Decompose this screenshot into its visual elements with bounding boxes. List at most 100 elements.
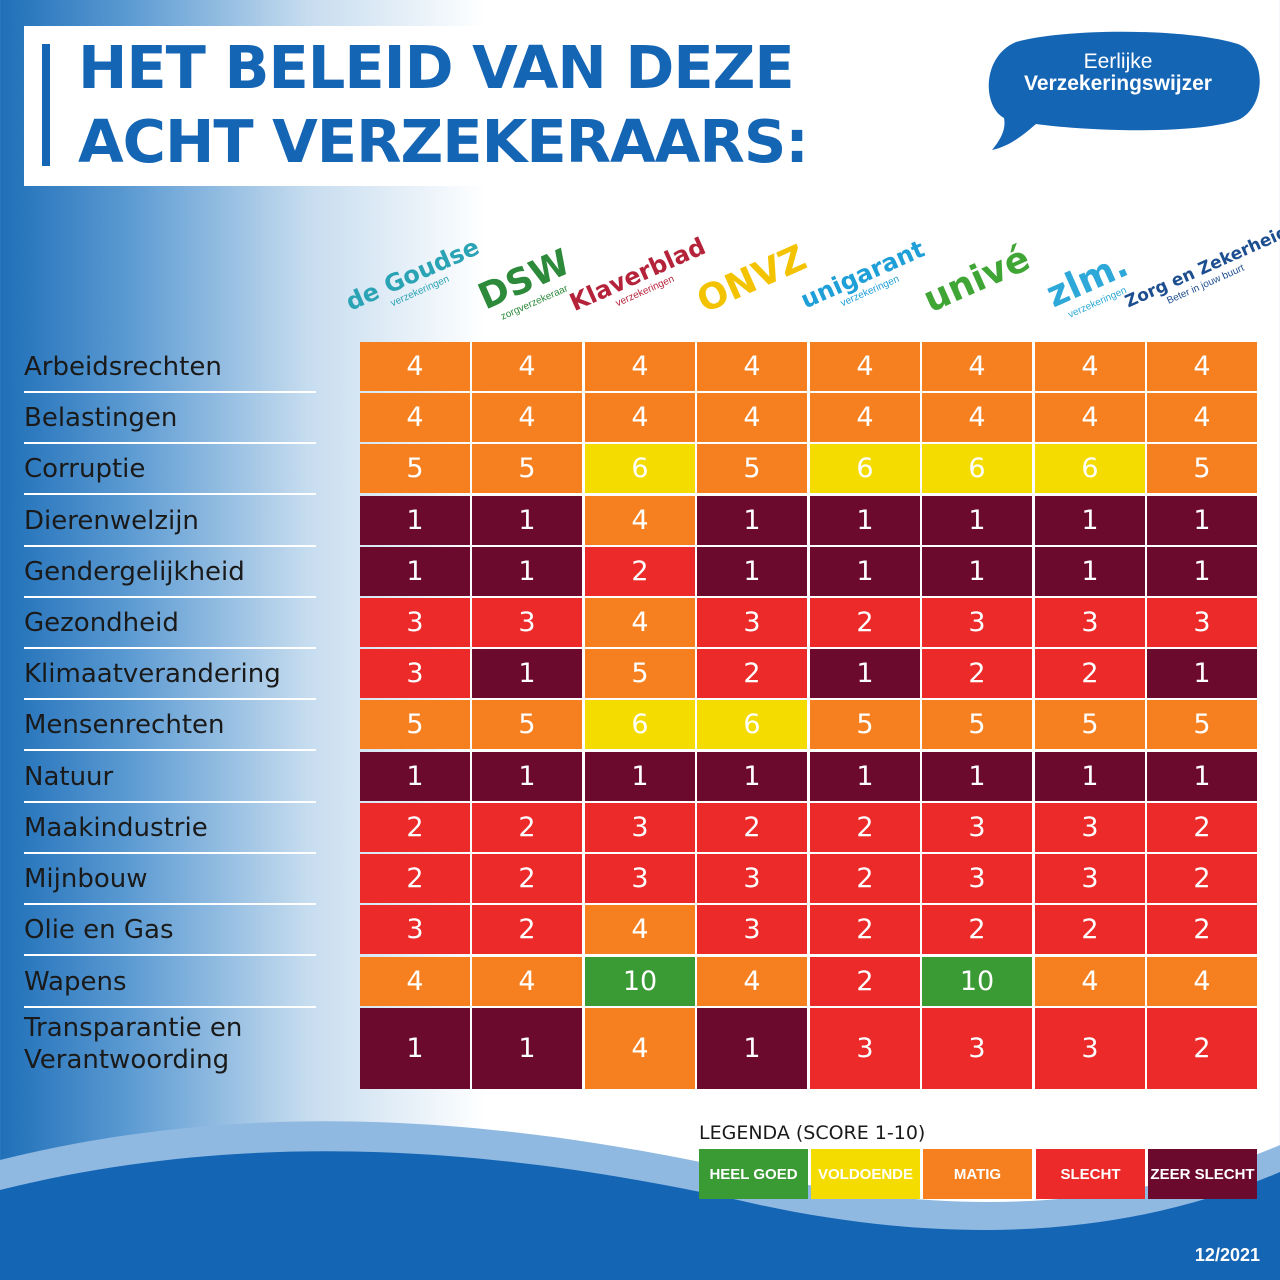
score-cell: 2 <box>922 905 1032 954</box>
score-cell: 3 <box>1147 598 1257 647</box>
row-separator <box>24 545 316 547</box>
score-cell: 4 <box>585 1008 695 1089</box>
score-cell: 1 <box>1147 496 1257 545</box>
score-cell: 1 <box>810 752 920 801</box>
score-cell: 3 <box>697 598 807 647</box>
score-cell: 1 <box>697 547 807 596</box>
score-cell: 6 <box>810 444 920 493</box>
row-label: Wapens <box>24 967 127 997</box>
legend-title: LEGENDA (SCORE 1-10) <box>699 1122 926 1144</box>
row-label: Arbeidsrechten <box>24 352 222 382</box>
brand-line-2: Verzekeringswijzer <box>1024 72 1212 95</box>
row-label: Natuur <box>24 762 114 792</box>
score-cell: 2 <box>810 957 920 1006</box>
row-label: Maakindustrie <box>24 813 208 843</box>
score-cell: 4 <box>1035 393 1145 442</box>
score-cell: 2 <box>810 803 920 852</box>
score-cell: 4 <box>360 342 470 391</box>
score-cell: 2 <box>472 854 582 903</box>
score-cell: 1 <box>360 1008 470 1089</box>
row-label: Transparantie en Verantwoording <box>24 1013 243 1075</box>
score-cell: 4 <box>810 342 920 391</box>
score-cell: 1 <box>810 649 920 698</box>
score-cell: 1 <box>472 649 582 698</box>
legend-item: ZEER SLECHT <box>1148 1149 1257 1199</box>
score-cell: 5 <box>1035 700 1145 749</box>
score-cell: 1 <box>472 1008 582 1089</box>
score-cell: 5 <box>472 444 582 493</box>
score-cell: 2 <box>810 598 920 647</box>
score-cell: 4 <box>1035 342 1145 391</box>
score-cell: 1 <box>360 496 470 545</box>
score-cell: 4 <box>585 496 695 545</box>
score-cell: 4 <box>1147 342 1257 391</box>
score-cell: 6 <box>585 444 695 493</box>
score-cell: 1 <box>697 752 807 801</box>
score-cell: 4 <box>585 905 695 954</box>
score-cell: 1 <box>472 752 582 801</box>
legend-item: HEEL GOED <box>699 1149 808 1199</box>
row-separator <box>24 1006 316 1008</box>
score-cell: 1 <box>472 496 582 545</box>
brand-line-1: Eerlijke <box>1083 50 1153 73</box>
score-cell: 3 <box>1035 854 1145 903</box>
score-cell: 1 <box>697 496 807 545</box>
row-label: Mijnbouw <box>24 864 148 894</box>
score-cell: 5 <box>922 700 1032 749</box>
score-cell: 4 <box>472 393 582 442</box>
score-cell: 5 <box>360 444 470 493</box>
score-cell: 3 <box>697 905 807 954</box>
score-cell: 5 <box>472 700 582 749</box>
title-box: HET BELEID VAN DEZE ACHT VERZEKERAARS: <box>24 26 809 186</box>
score-cell: 3 <box>585 854 695 903</box>
score-cell: 4 <box>585 393 695 442</box>
score-cell: 5 <box>1147 444 1257 493</box>
score-cell: 1 <box>1035 496 1145 545</box>
score-cell: 2 <box>1035 905 1145 954</box>
score-cell: 1 <box>1147 649 1257 698</box>
score-cell: 3 <box>1035 1008 1145 1089</box>
score-cell: 4 <box>585 342 695 391</box>
score-cell: 4 <box>922 393 1032 442</box>
score-cell: 1 <box>922 547 1032 596</box>
score-cell: 1 <box>810 547 920 596</box>
row-label: Klimaatverandering <box>24 659 281 689</box>
score-cell: 4 <box>697 957 807 1006</box>
row-label: Olie en Gas <box>24 915 174 945</box>
score-cell: 4 <box>360 393 470 442</box>
score-cell: 1 <box>1035 752 1145 801</box>
score-cell: 4 <box>1147 957 1257 1006</box>
score-cell: 2 <box>472 803 582 852</box>
score-cell: 3 <box>1035 803 1145 852</box>
score-cell: 4 <box>922 342 1032 391</box>
score-cell: 2 <box>1147 905 1257 954</box>
page-title-line-2: ACHT VERZEKERAARS: <box>78 107 809 176</box>
score-cell: 4 <box>1147 393 1257 442</box>
score-cell: 3 <box>585 803 695 852</box>
score-cell: 2 <box>1147 1008 1257 1089</box>
legend-item: VOLDOENDE <box>811 1149 920 1199</box>
score-cell: 2 <box>360 803 470 852</box>
score-cell: 6 <box>1035 444 1145 493</box>
score-cell: 3 <box>922 854 1032 903</box>
score-cell: 1 <box>1035 547 1145 596</box>
row-separator <box>24 852 316 854</box>
row-separator <box>24 954 316 956</box>
score-cell: 1 <box>585 752 695 801</box>
legend-item: MATIG <box>923 1149 1032 1199</box>
date-label: 12/2021 <box>1194 1245 1260 1265</box>
row-label: Belastingen <box>24 403 178 433</box>
row-separator <box>24 391 316 393</box>
score-cell: 2 <box>922 649 1032 698</box>
row-separator <box>24 596 316 598</box>
score-cell: 3 <box>360 905 470 954</box>
score-cell: 1 <box>1147 752 1257 801</box>
row-separator <box>24 647 316 649</box>
score-cell: 3 <box>922 598 1032 647</box>
score-cell: 1 <box>810 496 920 545</box>
score-cell: 4 <box>810 393 920 442</box>
score-cell: 2 <box>472 905 582 954</box>
row-separator <box>24 801 316 803</box>
score-cell: 5 <box>697 444 807 493</box>
row-separator <box>24 493 316 495</box>
